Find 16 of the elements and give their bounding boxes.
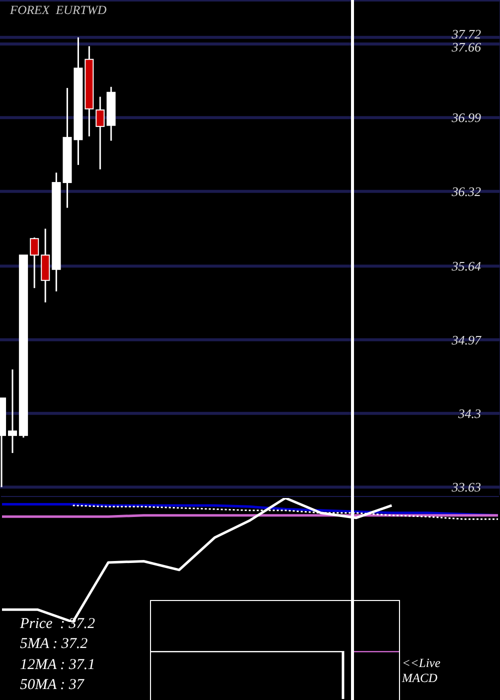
- candlestick: [8, 368, 17, 454]
- y-tick-label: 36.99: [450, 110, 482, 126]
- y-tick-label: 34.97: [450, 332, 482, 348]
- y-tick-label: 35.64: [450, 258, 482, 274]
- y-tick-label: 37.72: [450, 26, 482, 42]
- y-tick-label: 37.66: [450, 40, 482, 55]
- candlestick: [30, 236, 39, 289]
- y-tick-label: 36.32: [450, 184, 482, 199]
- text: 5MA : 37.2: [20, 635, 89, 654]
- chart-title: FOREX EURTWD: [10, 3, 107, 18]
- text: 50MA : 37: [20, 676, 86, 696]
- text: 12MA : 37.1: [20, 656, 96, 675]
- annotation: <<Live MACD: [402, 656, 442, 686]
- y-tick-label: 33.63: [450, 480, 482, 495]
- candlestick: [96, 96, 105, 170]
- y-tick-label: 34.3: [457, 406, 482, 421]
